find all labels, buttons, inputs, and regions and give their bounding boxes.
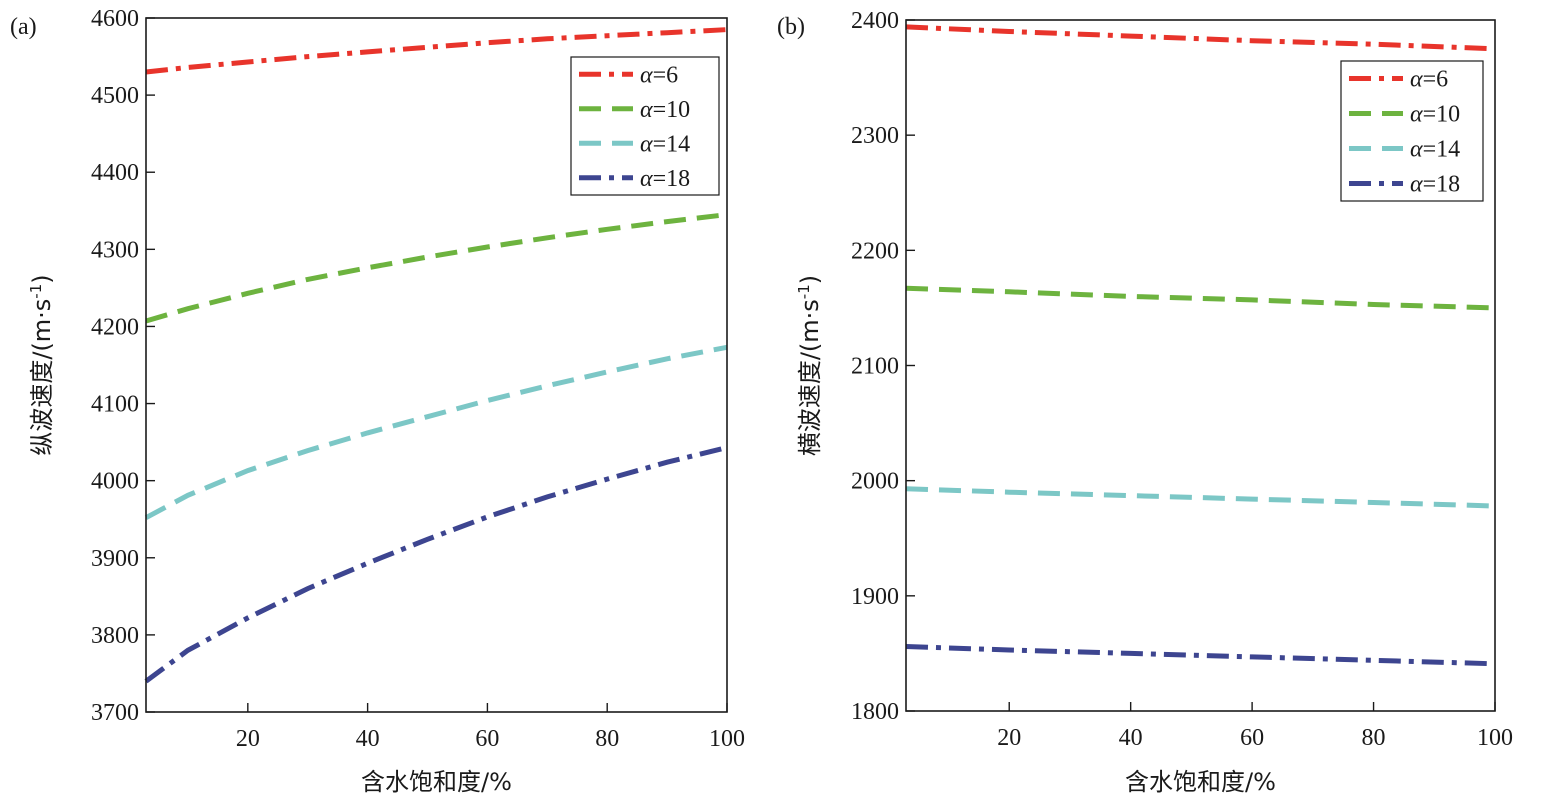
series-line-4 [905, 644, 1496, 667]
series-line-3 [144, 344, 728, 520]
y-tick-label: 1900 [851, 584, 899, 610]
series-line-4 [144, 445, 728, 684]
series-line-2 [145, 212, 728, 324]
x-tick-label: 60 [1240, 725, 1264, 751]
legend-label-4: α=18 [1410, 172, 1460, 198]
plot-frame [145, 17, 728, 713]
y-tick-label: 4400 [91, 160, 139, 186]
x-tick-label: 80 [1362, 725, 1386, 751]
x-tick-label: 40 [356, 726, 380, 752]
legend-label-3: α=14 [1410, 137, 1460, 163]
legend-box [1340, 60, 1484, 202]
y-tick-label: 4500 [91, 83, 139, 109]
x-axis-title: 含水饱和度/% [361, 768, 512, 796]
y-tick-label: 1800 [851, 699, 899, 725]
legend-label-1: α=6 [640, 62, 678, 88]
x-tick-label: 40 [1119, 725, 1143, 751]
y-tick-label: 4600 [91, 6, 139, 32]
panel-label: (b) [777, 14, 805, 40]
y-tick-label: 2300 [851, 123, 899, 149]
legend-box [570, 56, 720, 196]
y-tick-label: 2200 [851, 238, 899, 264]
panel-a: (a) 3700 3800 3900 4000 4100 4200 4300 4400 4500 4… [10, 6, 745, 796]
legend: α=6 α=10 α=14 α=18 [570, 56, 720, 196]
y-tick-label: 4200 [91, 314, 139, 340]
y-tick-label: 3700 [91, 700, 139, 726]
series-line-2 [905, 285, 1496, 311]
panel-b: (b) 1800 1900 2000 2100 2200 2300 2400 20 40 60 80 1… [777, 8, 1513, 796]
legend-label-2: α=10 [640, 97, 690, 123]
x-tick-label: 100 [709, 726, 745, 752]
y-tick-label: 2400 [851, 8, 899, 34]
series-line-1 [905, 24, 1496, 52]
legend: α=6 α=10 α=14 α=18 [1340, 60, 1484, 202]
legend-label-2: α=10 [1410, 102, 1460, 128]
y-tick-label: 3900 [91, 546, 139, 572]
legend-label-3: α=14 [640, 131, 690, 157]
x-tick-label: 20 [236, 726, 260, 752]
y-tick-label: 4300 [91, 237, 139, 263]
panel-label: (a) [10, 14, 37, 40]
x-tick-label: 80 [595, 726, 619, 752]
y-tick-label: 4100 [91, 392, 139, 418]
x-tick-label: 100 [1477, 725, 1513, 751]
x-tick-label: 60 [475, 726, 499, 752]
y-axis-title: 横波速度/(m·s-1) [795, 275, 824, 456]
y-tick-label: 2000 [851, 469, 899, 495]
x-tick-label: 20 [997, 725, 1021, 751]
x-axis-title: 含水饱和度/% [1125, 768, 1276, 796]
series-line-3 [905, 486, 1496, 509]
series-line-1 [145, 27, 728, 75]
legend-label-1: α=6 [1410, 67, 1448, 93]
y-tick-label: 3800 [91, 623, 139, 649]
legend-label-4: α=18 [640, 166, 690, 192]
y-tick-label: 2100 [851, 354, 899, 380]
y-axis-title: 纵波速度/(m·s-1) [27, 274, 56, 455]
y-tick-label: 4000 [91, 469, 139, 495]
